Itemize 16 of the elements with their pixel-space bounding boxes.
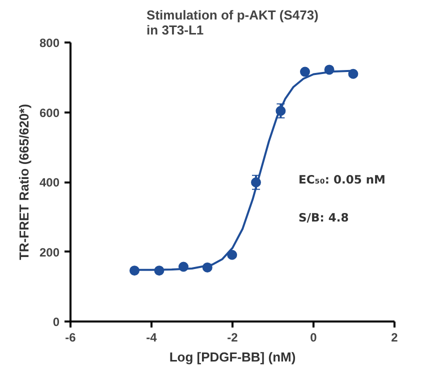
annotation: EC₅₀: 0.05 nM [298, 172, 386, 186]
point [300, 66, 310, 77]
y-tick-label: 0 [52, 315, 60, 329]
x-tick-label: -2 [227, 330, 238, 344]
y-tick-label: 400 [39, 176, 60, 190]
x-tick-label: -6 [65, 330, 76, 344]
y-tick-label: 200 [39, 245, 60, 260]
x-tick-label: 2 [391, 330, 398, 344]
x-tick-label: -4 [146, 330, 158, 344]
y-tick-label: 600 [39, 106, 60, 120]
chart-title: Stimulation of p-AKT (S473) in 3T3-L1 [146, 8, 318, 38]
x-tick-label: 0 [310, 330, 318, 344]
annotation: S/B: 4.8 [298, 210, 349, 224]
x-axis-title: Log [PDGF-BB] (nM) [169, 350, 296, 364]
y-tick-label: 800 [39, 36, 60, 50]
y-axis-title: TR-FRET Ratio (665/620*) [16, 104, 32, 260]
